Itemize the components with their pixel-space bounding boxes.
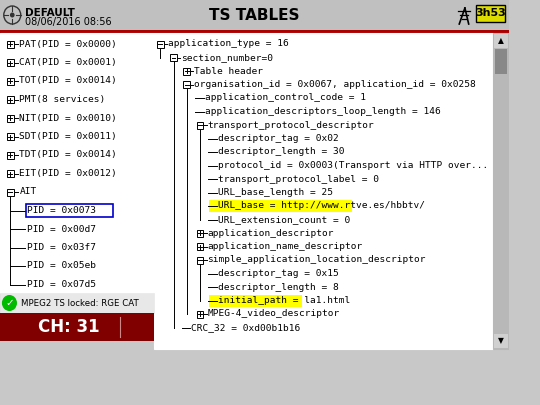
Text: PID = 0x07d5: PID = 0x07d5 bbox=[28, 280, 96, 289]
Bar bbox=[494, 334, 508, 348]
Bar bbox=[0, 30, 509, 33]
Text: TS TABLES: TS TABLES bbox=[210, 8, 300, 23]
Bar bbox=[7, 151, 14, 158]
Text: ✓: ✓ bbox=[5, 298, 14, 308]
Text: application_type = 16: application_type = 16 bbox=[168, 40, 288, 49]
Bar bbox=[476, 5, 504, 22]
Bar bbox=[476, 5, 504, 22]
Text: MPEG-4_video_descriptor: MPEG-4_video_descriptor bbox=[207, 309, 340, 318]
Text: protocol_id = 0x0003(Transport via HTTP over...: protocol_id = 0x0003(Transport via HTTP … bbox=[218, 161, 488, 170]
Bar bbox=[26, 203, 113, 217]
Bar bbox=[170, 54, 177, 61]
Bar bbox=[157, 40, 164, 47]
Text: section_number=0: section_number=0 bbox=[181, 53, 273, 62]
Text: 08/06/2016 08:56: 08/06/2016 08:56 bbox=[24, 17, 111, 27]
Bar bbox=[197, 311, 203, 318]
Bar bbox=[7, 40, 14, 47]
Bar bbox=[0, 0, 509, 30]
Text: PID = 0x0073: PID = 0x0073 bbox=[28, 206, 96, 215]
Bar bbox=[184, 81, 190, 88]
Text: descriptor_tag = 0x15: descriptor_tag = 0x15 bbox=[218, 269, 339, 278]
Text: URL_base = http://www.rtve.es/hbbtv/: URL_base = http://www.rtve.es/hbbtv/ bbox=[218, 202, 425, 211]
Text: organisation_id = 0x0067, application_id = 0x0258: organisation_id = 0x0067, application_id… bbox=[194, 80, 476, 89]
Text: application_control_code = 1: application_control_code = 1 bbox=[205, 94, 366, 102]
Circle shape bbox=[2, 295, 17, 311]
Bar bbox=[495, 49, 508, 74]
Text: SDT(PID = 0x0011): SDT(PID = 0x0011) bbox=[19, 132, 117, 141]
Text: ▼: ▼ bbox=[498, 337, 504, 345]
Bar bbox=[7, 133, 14, 140]
Text: URL_extension_count = 0: URL_extension_count = 0 bbox=[218, 215, 350, 224]
Text: application_name_descriptor: application_name_descriptor bbox=[207, 242, 363, 251]
Text: URL_base_length = 25: URL_base_length = 25 bbox=[218, 188, 333, 197]
Circle shape bbox=[10, 13, 15, 17]
Text: EIT(PID = 0x0012): EIT(PID = 0x0012) bbox=[19, 169, 117, 178]
Bar bbox=[7, 115, 14, 122]
Text: PMT(8 services): PMT(8 services) bbox=[19, 95, 106, 104]
Bar bbox=[0, 33, 154, 293]
Text: ▲: ▲ bbox=[498, 36, 504, 45]
Text: descriptor_length = 8: descriptor_length = 8 bbox=[218, 283, 339, 292]
Text: initial_path = la1.html: initial_path = la1.html bbox=[218, 296, 350, 305]
Text: application_descriptors_loop_length = 146: application_descriptors_loop_length = 14… bbox=[205, 107, 441, 116]
Text: AIT: AIT bbox=[19, 188, 37, 196]
Bar bbox=[7, 59, 14, 66]
Bar bbox=[7, 188, 14, 196]
Bar bbox=[210, 200, 352, 212]
Text: Table header: Table header bbox=[194, 66, 264, 75]
Text: simple_application_location_descriptor: simple_application_location_descriptor bbox=[207, 256, 426, 264]
Text: PID = 0x05eb: PID = 0x05eb bbox=[28, 262, 96, 271]
Text: TDT(PID = 0x0014): TDT(PID = 0x0014) bbox=[19, 151, 117, 160]
Bar bbox=[197, 230, 203, 237]
Text: MPEG2 TS locked: RGE CAT: MPEG2 TS locked: RGE CAT bbox=[21, 298, 138, 307]
Text: TOT(PID = 0x0014): TOT(PID = 0x0014) bbox=[19, 77, 117, 85]
Text: PAT(PID = 0x0000): PAT(PID = 0x0000) bbox=[19, 40, 117, 49]
Text: CAT(PID = 0x0001): CAT(PID = 0x0001) bbox=[19, 58, 117, 67]
Text: transport_protocol_label = 0: transport_protocol_label = 0 bbox=[218, 175, 379, 183]
Text: PID = 0x00d7: PID = 0x00d7 bbox=[28, 224, 96, 234]
Bar bbox=[7, 77, 14, 85]
Text: transport_protocol_descriptor: transport_protocol_descriptor bbox=[207, 121, 374, 130]
Text: DEFAULT: DEFAULT bbox=[24, 8, 75, 18]
Bar bbox=[0, 313, 154, 341]
Bar bbox=[197, 243, 203, 250]
Text: NIT(PID = 0x0010): NIT(PID = 0x0010) bbox=[19, 113, 117, 122]
Text: descriptor_length = 30: descriptor_length = 30 bbox=[218, 147, 345, 156]
Bar bbox=[493, 33, 509, 349]
Bar bbox=[0, 293, 154, 313]
Text: CRC_32 = 0xd00b1b16: CRC_32 = 0xd00b1b16 bbox=[192, 323, 301, 332]
Bar bbox=[154, 33, 493, 349]
Bar bbox=[7, 96, 14, 103]
Text: descriptor_tag = 0x02: descriptor_tag = 0x02 bbox=[218, 134, 339, 143]
Text: PID = 0x03f7: PID = 0x03f7 bbox=[28, 243, 96, 252]
Bar bbox=[197, 122, 203, 128]
Bar bbox=[7, 170, 14, 177]
Text: application_descriptor: application_descriptor bbox=[207, 228, 334, 237]
Bar bbox=[184, 68, 190, 75]
Text: 3h53: 3h53 bbox=[475, 9, 506, 19]
Bar bbox=[494, 34, 508, 48]
Bar bbox=[197, 256, 203, 264]
Text: CH: 31: CH: 31 bbox=[38, 318, 100, 336]
Bar bbox=[210, 294, 302, 307]
